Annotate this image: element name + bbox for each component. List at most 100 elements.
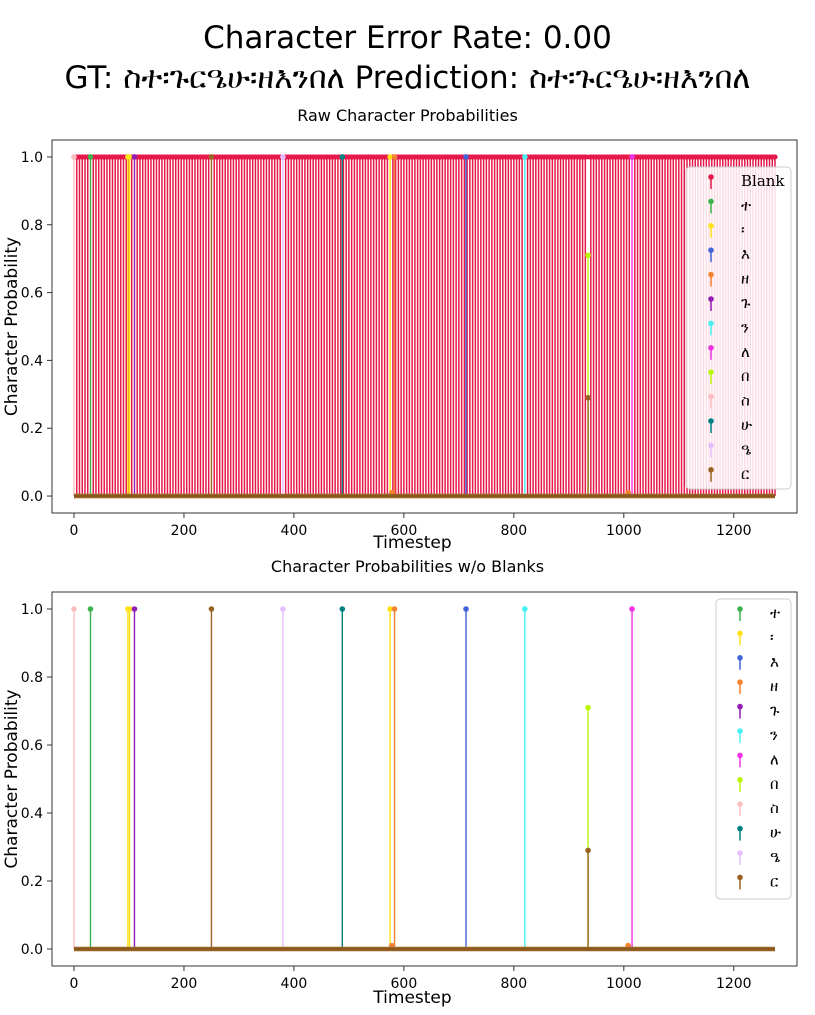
- legend-item: በ: [737, 775, 779, 793]
- series-ር: [208, 154, 591, 497]
- x-tick-label: 1000: [606, 976, 642, 992]
- x-tick-label: 800: [500, 523, 527, 539]
- y-axis-label: Character Probability: [2, 689, 22, 868]
- x-tick-label: 200: [171, 523, 198, 539]
- legend-marker: [737, 606, 743, 612]
- legend-marker: [737, 825, 743, 832]
- series-ን: [522, 606, 528, 949]
- legend-label: ስ: [741, 392, 750, 410]
- series-blank: [73, 154, 778, 497]
- legend-item: ዘ: [708, 270, 749, 288]
- legend-marker: [708, 198, 714, 205]
- y-tick-label: 0.8: [21, 218, 43, 234]
- axes-frame: [51, 139, 798, 514]
- legend-marker: [737, 679, 743, 685]
- legend-label: ዔ: [770, 848, 780, 866]
- series-ዔ: [280, 154, 286, 497]
- data-point: [71, 606, 77, 612]
- plot-area: [71, 606, 776, 952]
- data-point: [522, 606, 528, 612]
- x-axis-label: Timestep: [372, 533, 451, 553]
- figure-title-line-2: GT: ስተ፡ጉርዔሁ፡ዘእንበለ Prediction: ስተ፡ጉርዔሁ፡ዘእ…: [64, 60, 751, 96]
- x-tick-label: 1200: [716, 976, 752, 992]
- legend-marker: [737, 728, 743, 734]
- y-tick-label: 0.0: [21, 489, 43, 505]
- legend-marker: [708, 369, 714, 376]
- data-point: [280, 154, 286, 160]
- legend-marker: [708, 174, 714, 180]
- series-ለ: [629, 606, 635, 949]
- series-ጉ: [131, 154, 138, 497]
- legend-item: ን: [708, 318, 749, 336]
- legend-item: ለ: [708, 343, 750, 361]
- legend-label: ር: [741, 465, 750, 483]
- legend-label: ን: [741, 318, 749, 336]
- legend-item: ስ: [708, 392, 750, 410]
- data-point: [131, 606, 138, 612]
- legend-label: እ: [770, 653, 779, 671]
- x-tick-label: 200: [171, 976, 198, 992]
- legend-marker: [708, 345, 714, 351]
- legend-item: ተ: [737, 604, 780, 622]
- legend-label: ተ: [770, 604, 780, 622]
- legend-marker: [708, 271, 714, 278]
- data-point: [585, 704, 591, 711]
- legend-label: ስ: [770, 799, 779, 817]
- x-tick-label: 800: [500, 976, 527, 992]
- x-tick-label: 0: [70, 523, 79, 539]
- legend-label: በ: [770, 775, 779, 793]
- legend-marker: [708, 418, 714, 424]
- legend-label: ዔ: [741, 440, 751, 458]
- data-point: [387, 154, 393, 160]
- legend-item: እ: [737, 653, 779, 671]
- legend-label: ጉ: [741, 294, 751, 312]
- x-tick-label: 600: [391, 976, 418, 992]
- data-point: [131, 154, 138, 160]
- y-tick-label: 0.4: [21, 806, 43, 822]
- series-፡: [125, 606, 393, 949]
- plot-area: [71, 154, 778, 499]
- chart-2-title: Character Probabilities w/o Blanks: [270, 557, 545, 576]
- data-point: [391, 606, 398, 612]
- figure-title-line-1: Character Error Rate: 0.00: [203, 20, 612, 56]
- y-axis-label: Character Probability: [2, 237, 22, 416]
- legend-marker: [708, 247, 714, 253]
- series-ር: [208, 606, 591, 949]
- x-tick-label: 1000: [606, 523, 642, 539]
- y-tick-label: 0.6: [21, 738, 43, 754]
- x-tick-label: 1200: [716, 523, 752, 539]
- legend-marker: [708, 320, 714, 327]
- y-tick-label: 0.2: [21, 874, 43, 890]
- legend-item: ፡: [708, 221, 745, 239]
- series-ዔ: [280, 606, 286, 949]
- legend-item: ዔ: [708, 440, 751, 458]
- legend-marker: [737, 655, 743, 661]
- legend-frame: [715, 598, 792, 900]
- blank-marker: [772, 154, 778, 160]
- legend-item: ን: [737, 726, 778, 744]
- legend-label: በ: [741, 367, 750, 385]
- x-axis-label: Timestep: [372, 988, 451, 1008]
- legend-item: Blank: [708, 172, 785, 190]
- data-point: [585, 394, 591, 401]
- y-tick-label: 0.8: [21, 670, 43, 686]
- legend-label: ሁ: [741, 416, 752, 434]
- legend-marker: [708, 393, 714, 400]
- chart-1: 0 200 400 600 800 1000 1200 0.0 0.2 0.4 0.6 0.8 1.0 T…: [2, 139, 798, 553]
- legend-label: ጉ: [770, 702, 780, 720]
- legend-marker: [708, 296, 714, 302]
- legend-label: ዘ: [741, 270, 749, 288]
- legend-item: ሁ: [737, 824, 781, 842]
- legend-label: ለ: [741, 343, 750, 361]
- legend-item: ሁ: [708, 416, 752, 434]
- data-point: [585, 847, 591, 854]
- legend-marker: [737, 630, 743, 637]
- legend-label: እ: [741, 245, 750, 263]
- legend-marker: [737, 752, 743, 759]
- legend-marker: [737, 703, 743, 710]
- y-tick-label: 1.0: [21, 602, 43, 618]
- legend-label: ሁ: [770, 824, 781, 842]
- legend-item: እ: [708, 245, 750, 263]
- data-point: [339, 154, 346, 160]
